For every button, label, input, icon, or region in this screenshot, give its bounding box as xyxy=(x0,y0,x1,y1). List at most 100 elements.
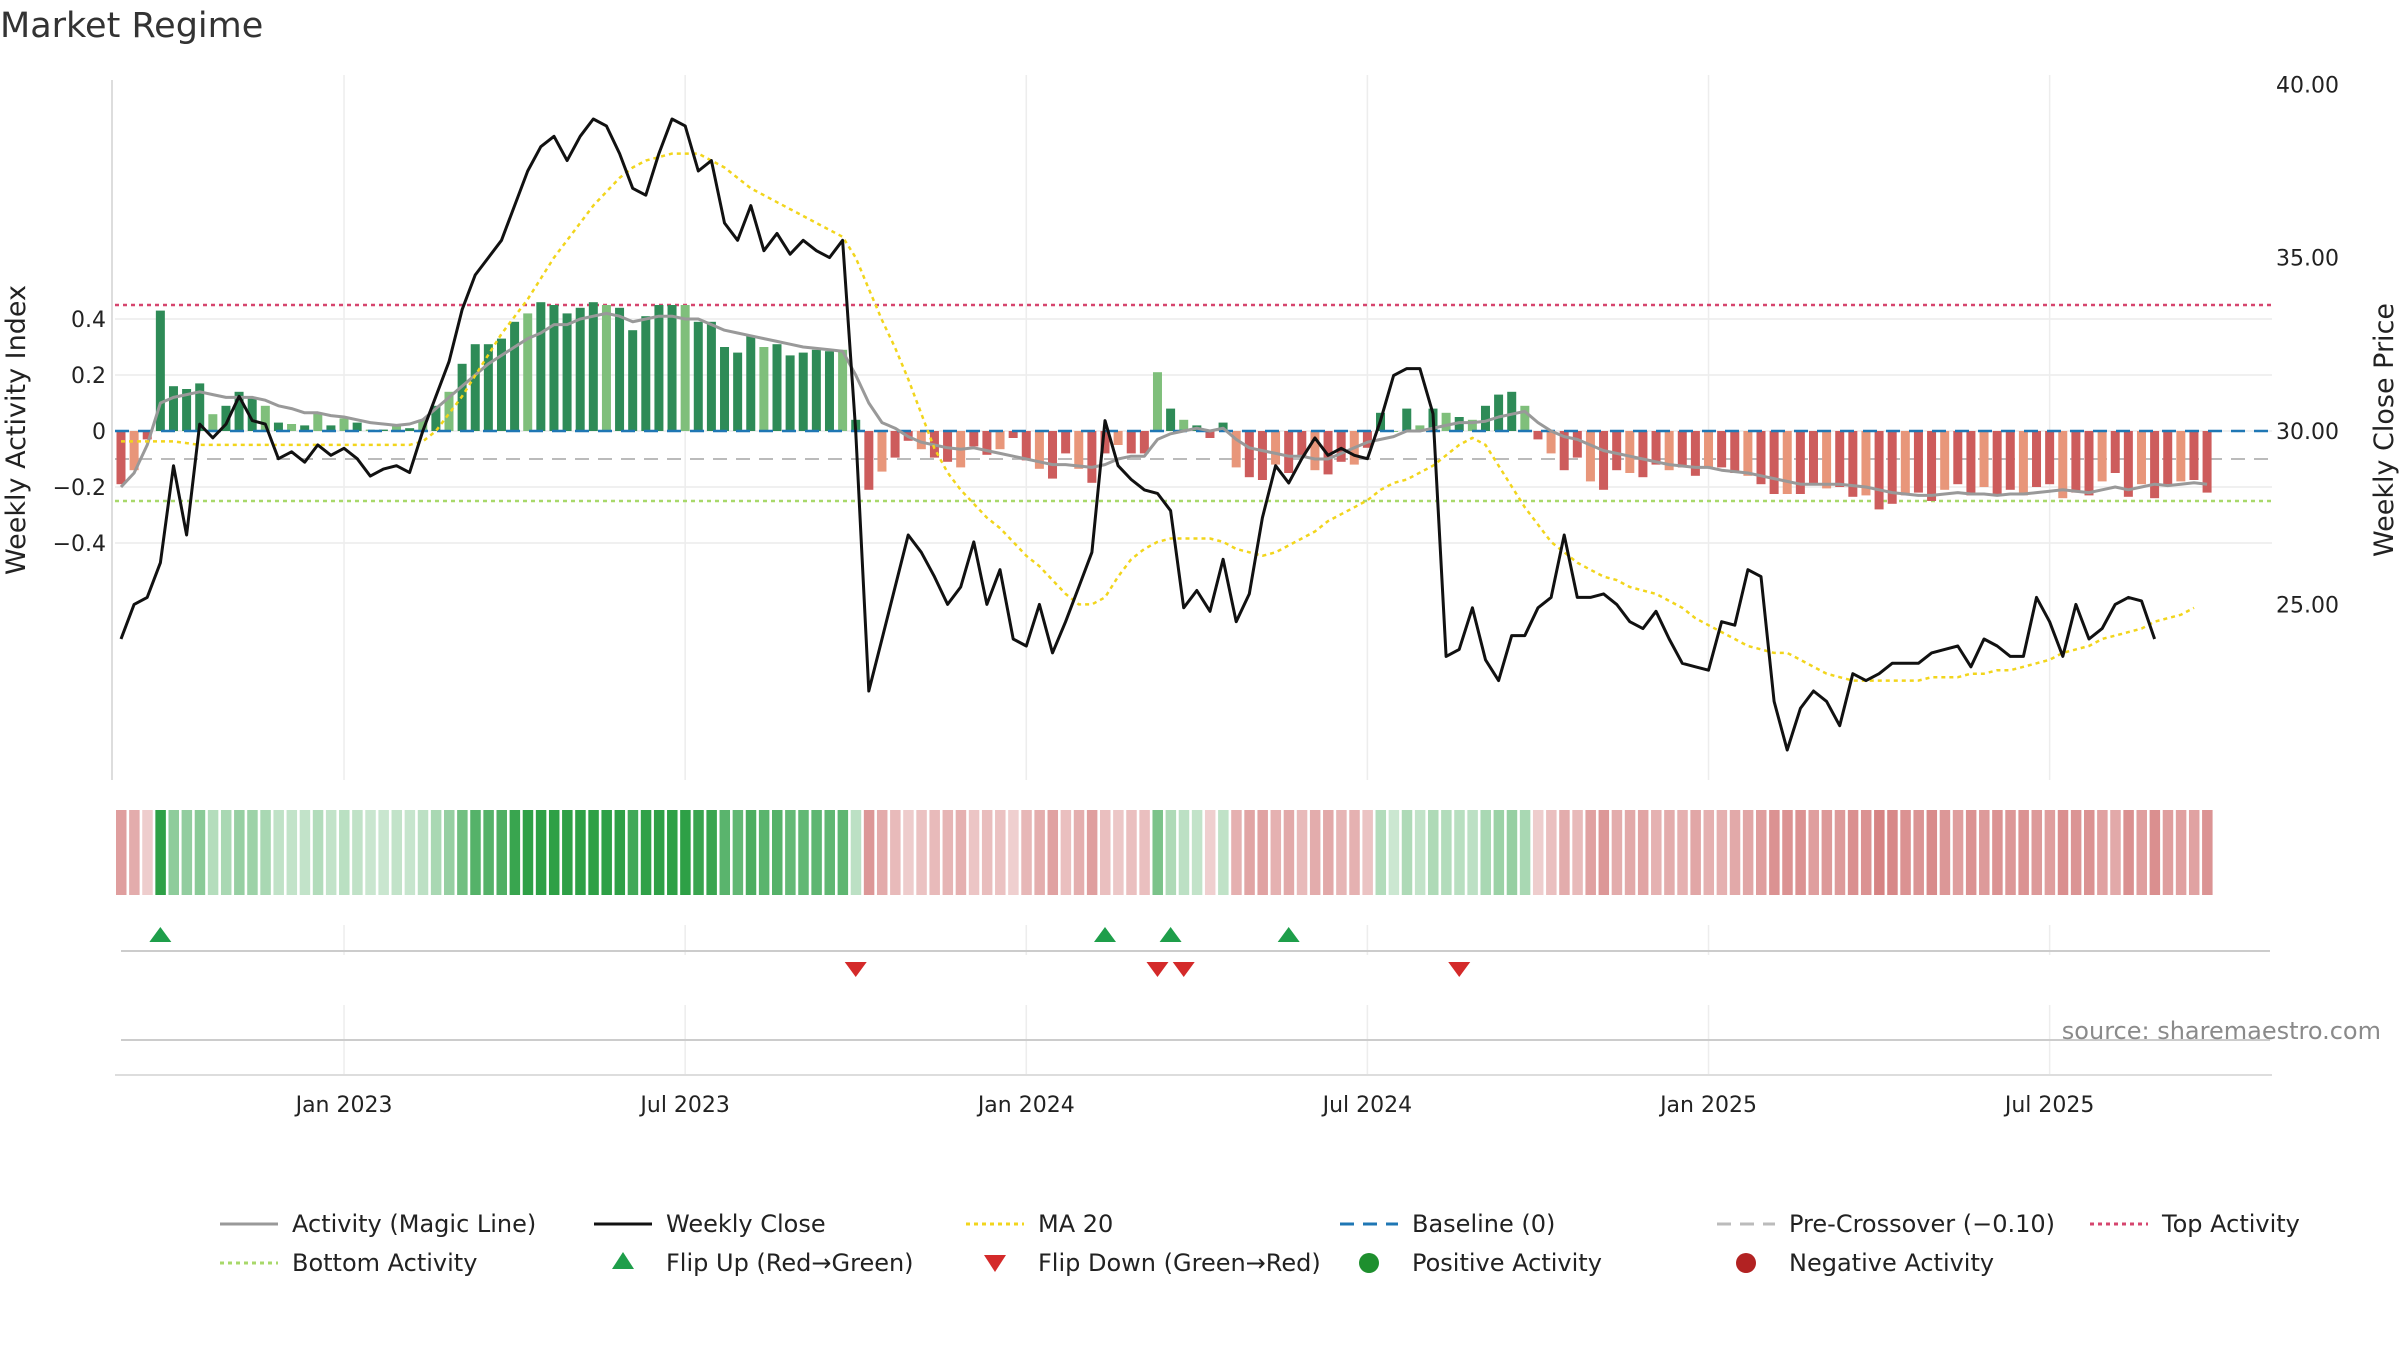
regime-strip-cell xyxy=(1401,810,1413,895)
regime-strip-cell xyxy=(535,810,547,895)
activity-bar xyxy=(1126,431,1136,454)
activity-bar xyxy=(1179,419,1189,431)
regime-strip-cell xyxy=(1506,810,1518,895)
regime-strip-cell xyxy=(667,810,678,895)
activity-bar xyxy=(378,429,388,431)
regime-strip-cell xyxy=(1296,810,1308,895)
activity-bar xyxy=(654,305,664,431)
regime-strip-cell xyxy=(588,810,599,895)
regime-strip-cell xyxy=(548,810,560,895)
regime-strip-cell xyxy=(1008,810,1019,895)
regime-strip-cell xyxy=(247,810,258,895)
regime-strip-cell xyxy=(2005,810,2016,895)
legend-swatch-negative xyxy=(1736,1253,1756,1273)
regime-strip-cell xyxy=(299,810,311,895)
regime-strip-cell xyxy=(2162,810,2174,895)
activity-bar xyxy=(877,431,887,472)
regime-strip-cell xyxy=(863,810,875,895)
regime-strip-cell xyxy=(1480,810,1491,895)
activity-bar xyxy=(1415,425,1425,431)
activity-bar xyxy=(1717,431,1727,468)
activity-bar xyxy=(2163,431,2173,485)
regime-strip-cell xyxy=(614,810,626,895)
regime-strip-cell xyxy=(1769,810,1780,895)
activity-bar xyxy=(2032,431,2042,487)
x-tick-label: Jan 2025 xyxy=(1658,1093,1757,1118)
regime-strip-cell xyxy=(1860,810,1872,895)
weekly-close-line xyxy=(119,117,2157,752)
activity-bar xyxy=(1048,431,1058,479)
regime-strip-cell xyxy=(1874,810,1885,895)
regime-strip-cell xyxy=(995,810,1006,895)
regime-strip-cell xyxy=(1651,810,1662,895)
regime-strip-cell xyxy=(194,810,206,895)
activity-bar xyxy=(287,424,297,431)
regime-strip xyxy=(116,810,2213,895)
chart-title: Market Regime xyxy=(0,6,263,46)
regime-strip-cell xyxy=(811,810,822,895)
activity-bar xyxy=(615,307,625,431)
regime-strip-cell xyxy=(116,810,127,895)
regime-strip-cell xyxy=(1926,810,1938,895)
regime-strip-cell xyxy=(1178,810,1190,895)
activity-bar xyxy=(2018,431,2028,496)
activity-bar xyxy=(890,431,900,458)
activity-bar xyxy=(1808,431,1818,485)
activity-bar xyxy=(1008,431,1018,438)
y-axis-right-label: Weekly Close Price xyxy=(2369,303,2400,557)
activity-bar xyxy=(339,418,349,431)
y-tick-right: 30.00 xyxy=(2276,420,2339,445)
activity-bar xyxy=(2110,431,2120,473)
activity-bar xyxy=(496,338,506,431)
activity-bar xyxy=(588,302,598,431)
regime-strip-cell xyxy=(1677,810,1688,895)
legend-swatch-flip-up xyxy=(612,1252,634,1269)
regime-strip-cell xyxy=(772,810,783,895)
regime-strip-cell xyxy=(2110,810,2121,895)
activity-bar xyxy=(1467,419,1477,431)
activity-bar xyxy=(1021,431,1031,461)
regime-strip-cell xyxy=(339,810,350,895)
regime-strip-cell xyxy=(1336,810,1347,895)
activity-bar xyxy=(431,405,441,431)
activity-bar xyxy=(785,355,795,431)
activity-bar xyxy=(1664,431,1674,471)
activity-bar xyxy=(326,425,336,431)
magic-line xyxy=(119,311,2208,497)
regime-strip-cell xyxy=(168,810,179,895)
regime-strip-cell xyxy=(837,810,849,895)
activity-bar xyxy=(733,352,743,431)
regime-strip-cell xyxy=(1992,810,2003,895)
regime-strip-cell xyxy=(483,810,494,895)
activity-bar xyxy=(116,431,126,485)
activity-bar xyxy=(693,321,703,431)
activity-bar xyxy=(1651,431,1661,465)
regime-strip-cell xyxy=(1231,810,1242,895)
regime-strip-cell xyxy=(1559,810,1570,895)
activity-bar xyxy=(1546,431,1556,454)
legend: Activity (Magic Line) Weekly Close MA 20 Ba… xyxy=(220,1210,2300,1277)
activity-bar xyxy=(247,397,257,431)
flip-up-marker xyxy=(149,927,172,942)
regime-strip-cell xyxy=(1191,810,1203,895)
regime-strip-cell xyxy=(1218,810,1229,895)
activity-bar xyxy=(838,349,848,431)
activity-bar xyxy=(1927,431,1937,501)
flip-up-marker xyxy=(1094,927,1116,942)
regime-strip-cell xyxy=(1493,810,1505,895)
regime-strip-cell xyxy=(1900,810,1911,895)
activity-bar xyxy=(1494,394,1504,431)
regime-strip-cell xyxy=(929,810,940,895)
activity-bar xyxy=(1244,431,1254,478)
y-tick-left: −0.4 xyxy=(53,532,106,557)
legend-item: Pre-Crossover (−0.10) xyxy=(1717,1210,2055,1238)
regime-strip-cell xyxy=(2044,810,2056,895)
legend-label: Pre-Crossover (−0.10) xyxy=(1789,1210,2055,1238)
activity-bar xyxy=(523,313,533,431)
activity-bar xyxy=(510,321,520,431)
ma20-line xyxy=(121,152,2195,682)
legend-item: Activity (Magic Line) xyxy=(220,1210,536,1238)
regime-strip-cell xyxy=(693,810,704,895)
regime-strip-cell xyxy=(798,810,809,895)
regime-strip-cell xyxy=(640,810,652,895)
